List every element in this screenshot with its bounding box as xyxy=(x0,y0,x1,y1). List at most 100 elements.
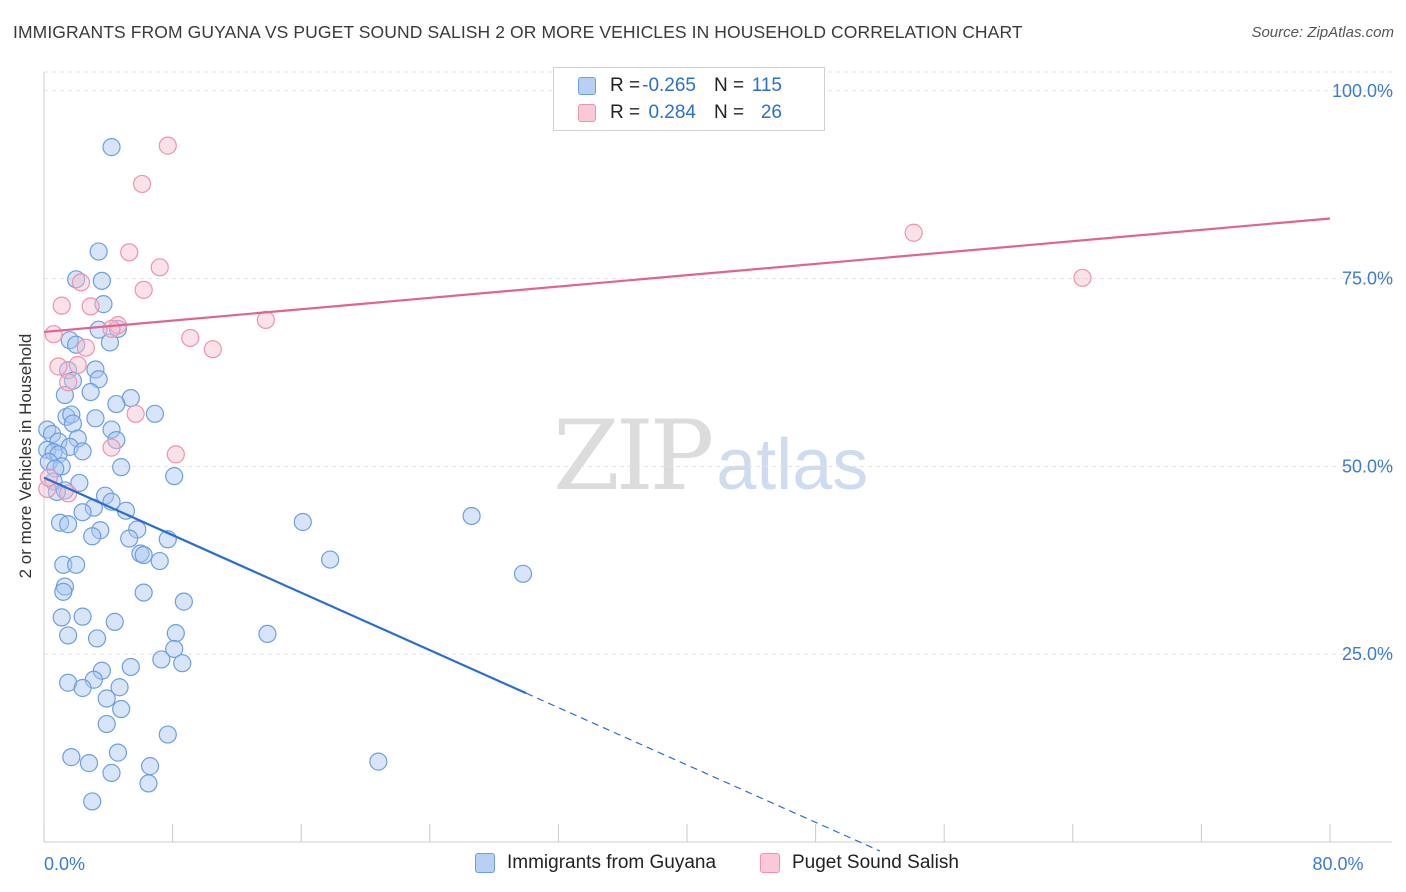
guyana-point xyxy=(134,583,153,602)
guyana-point xyxy=(258,624,277,644)
guyana-point xyxy=(112,458,131,477)
guyana-point xyxy=(152,650,171,669)
guyana-point xyxy=(145,404,165,423)
guyana-point xyxy=(293,512,312,532)
legend-n-value: 115 xyxy=(751,75,782,96)
legend-swatch-guyana xyxy=(475,853,495,873)
guyana-point xyxy=(108,743,128,762)
guyana-point xyxy=(110,678,129,697)
legend-swatch-salish xyxy=(578,104,596,122)
guyana-point xyxy=(73,442,92,461)
legend-r-label: R = xyxy=(610,102,641,123)
salish-point xyxy=(1073,268,1092,287)
guyana-point xyxy=(89,242,108,261)
guyana-point xyxy=(89,320,108,339)
guyana-point xyxy=(166,624,185,643)
guyana-point xyxy=(173,654,192,673)
guyana-point xyxy=(100,333,120,352)
guyana-point xyxy=(120,529,139,548)
legend-r-value: -0.265 xyxy=(642,75,696,96)
guyana-point xyxy=(321,550,340,569)
y-axis-label: 2 or more Vehicles in Household xyxy=(16,333,35,579)
guyana-point xyxy=(92,271,111,290)
guyana-point xyxy=(73,607,92,626)
salish-point xyxy=(158,136,177,155)
guyana-point xyxy=(369,752,388,771)
salish-point xyxy=(134,280,153,299)
legend-n-label: N = xyxy=(714,102,745,123)
salish-point xyxy=(126,404,145,423)
guyana-point xyxy=(79,754,99,773)
guyana-point xyxy=(139,774,158,793)
salish-point xyxy=(44,325,63,344)
salish-point xyxy=(68,355,87,375)
guyana-point xyxy=(54,555,73,574)
salish-point xyxy=(71,273,91,292)
guyana-point xyxy=(102,138,121,157)
salish-point xyxy=(102,319,121,339)
x-tick-label: 80.0% xyxy=(1312,854,1363,874)
legend-row-guyana: R = -0.265 N = 115 xyxy=(578,74,782,98)
chart-title: IMMIGRANTS FROM GUYANA VS PUGET SOUND SA… xyxy=(13,22,1023,42)
salish-point xyxy=(904,223,923,242)
guyana-point xyxy=(102,420,121,439)
guyana-point xyxy=(62,405,81,424)
guyana-point xyxy=(102,763,121,782)
salish-point xyxy=(59,373,78,392)
y-tick-label: 75.0% xyxy=(1342,269,1393,289)
guyana-point xyxy=(49,445,68,464)
guyana-point xyxy=(70,473,89,493)
guyana-point xyxy=(62,748,81,767)
salish-point xyxy=(76,338,95,357)
guyana-point xyxy=(83,527,102,546)
salish-point xyxy=(52,296,71,315)
salish-trend-line xyxy=(43,217,1331,334)
salish-point xyxy=(81,297,100,316)
guyana-point xyxy=(59,626,78,645)
legend-item-guyana[interactable]: Immigrants from Guyana xyxy=(475,852,716,874)
guyana-point xyxy=(150,551,169,571)
guyana-point xyxy=(83,792,102,811)
correlation-legend: R = -0.265 N = 115 R = 0.284 N = 26 xyxy=(553,67,825,131)
guyana-point xyxy=(52,608,71,627)
salish-point xyxy=(181,328,200,348)
guyana-point xyxy=(105,612,124,631)
guyana-point xyxy=(140,757,160,776)
guyana-point xyxy=(81,382,100,402)
x-tick-label: 0.0% xyxy=(44,854,85,874)
guyana-point xyxy=(165,639,184,659)
guyana-point xyxy=(59,515,78,534)
guyana-point xyxy=(97,714,116,734)
source-label: Source: ZipAtlas.com xyxy=(1251,24,1394,41)
guyana-point xyxy=(73,678,92,698)
guyana-point xyxy=(63,414,83,433)
guyana-point xyxy=(89,370,108,389)
salish-point xyxy=(203,340,222,359)
salish-point xyxy=(150,258,169,277)
y-tick-label: 100.0% xyxy=(1332,81,1393,101)
guyana-point xyxy=(73,503,92,522)
guyana-point xyxy=(158,725,177,744)
y-tick-label: 25.0% xyxy=(1342,644,1393,664)
legend-label-salish: Puget Sound Salish xyxy=(792,852,959,873)
guyana-point xyxy=(87,629,107,648)
salish-point xyxy=(132,174,152,194)
series-legend: Immigrants from Guyana Puget Sound Salis… xyxy=(0,852,1406,878)
guyana-point xyxy=(107,394,126,414)
legend-item-salish[interactable]: Puget Sound Salish xyxy=(760,852,959,874)
guyana-trend-extension xyxy=(526,692,881,852)
salish-point xyxy=(49,357,68,376)
guyana-point xyxy=(86,360,105,379)
legend-label-guyana: Immigrants from Guyana xyxy=(507,852,717,873)
salish-point xyxy=(38,479,57,499)
legend-n-value: 26 xyxy=(760,102,782,123)
legend-swatch-guyana xyxy=(578,77,596,95)
guyana-point xyxy=(67,270,86,289)
legend-n-label: N = xyxy=(714,75,745,96)
legend-row-salish: R = 0.284 N = 26 xyxy=(578,101,782,125)
guyana-point xyxy=(174,592,193,611)
guyana-point xyxy=(57,407,76,426)
salish-point xyxy=(166,445,185,464)
legend-swatch-salish xyxy=(760,853,780,873)
guyana-point xyxy=(513,564,533,583)
